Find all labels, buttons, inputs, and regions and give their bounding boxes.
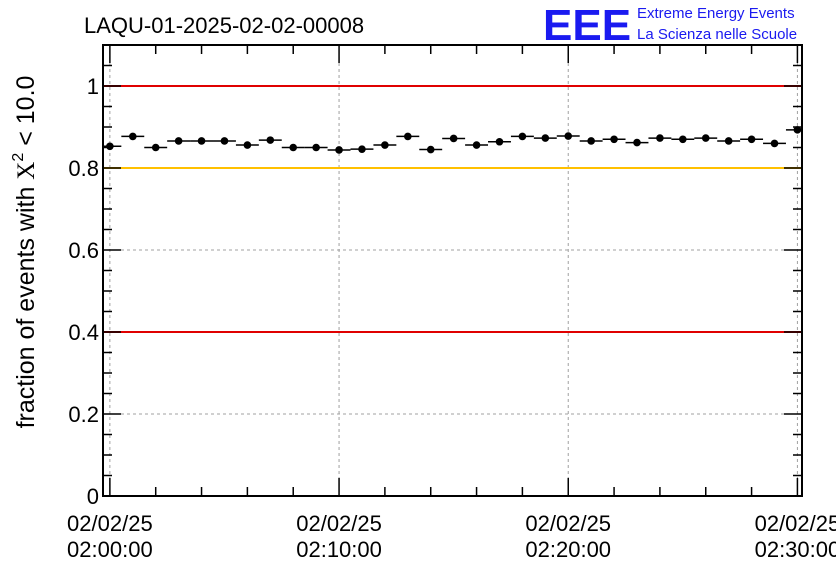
- data-point: [426, 145, 435, 154]
- data-point: [312, 143, 320, 152]
- eee-logo: EEE Extreme Energy Events La Scienza nel…: [543, 1, 797, 50]
- x-tick-label-date: 02/02/25: [67, 511, 153, 536]
- y-tick-label: 0.6: [68, 238, 99, 263]
- data-point: [106, 142, 114, 151]
- y-tick-label: 1: [87, 74, 99, 99]
- data-point: [449, 134, 458, 143]
- data-point: [541, 134, 550, 142]
- data-point: [128, 132, 137, 141]
- y-tick-label: 0.4: [68, 320, 99, 345]
- logo-mark: EEE: [543, 1, 631, 50]
- data-point: [679, 135, 687, 144]
- x-tick-label-date: 02/02/25: [525, 511, 611, 536]
- plot-frame: [102, 44, 803, 497]
- y-tick-labels: 0 0.2 0.4 0.6 0.8 1: [68, 74, 99, 509]
- data-point: [793, 126, 802, 134]
- x-tick-label-date: 02/02/25: [296, 511, 382, 536]
- data-points: [103, 126, 802, 154]
- x-tick-label-time: 02:20:00: [525, 537, 611, 562]
- data-point: [289, 143, 298, 152]
- data-point: [266, 136, 275, 144]
- x-tick-label-time: 02:10:00: [296, 537, 382, 562]
- data-point: [335, 146, 343, 154]
- data-point: [151, 143, 160, 152]
- data-point: [243, 141, 252, 149]
- data-point: [404, 132, 412, 141]
- data-point: [587, 137, 595, 145]
- logo-line-2: La Scienza nelle Scuole: [637, 26, 797, 43]
- data-point: [174, 137, 183, 145]
- y-axis-label: fraction of events with X2 < 10.0: [10, 76, 40, 429]
- data-point: [564, 132, 573, 140]
- data-point: [656, 134, 664, 142]
- x-tick-label-time: 02:30:00: [755, 537, 836, 562]
- data-point: [197, 137, 206, 145]
- data-point: [518, 132, 527, 141]
- y-tick-label: 0.8: [68, 156, 99, 181]
- chart-title: LAQU-01-2025-02-02-00008: [84, 13, 364, 38]
- data-point: [358, 145, 366, 153]
- data-point: [633, 138, 641, 147]
- data-point: [472, 141, 481, 149]
- data-point: [495, 137, 504, 146]
- y-tick-label: 0.2: [68, 402, 99, 427]
- grid-lines: [103, 45, 802, 496]
- data-point: [724, 137, 733, 145]
- x-tick-label-date: 02/02/25: [755, 511, 836, 536]
- data-point: [701, 134, 710, 142]
- logo-line-1: Extreme Energy Events: [637, 5, 795, 22]
- data-point: [747, 135, 756, 144]
- x-tick-label-time: 02:00:00: [67, 537, 153, 562]
- axes: [102, 44, 803, 497]
- data-point: [381, 141, 389, 149]
- data-point: [220, 137, 229, 145]
- reference-lines: [103, 85, 802, 333]
- data-point: [770, 139, 779, 148]
- data-point: [610, 135, 618, 144]
- y-tick-label: 0: [87, 484, 99, 509]
- x-tick-labels: 02/02/2502:00:0002/02/2502:10:0002/02/25…: [67, 511, 836, 562]
